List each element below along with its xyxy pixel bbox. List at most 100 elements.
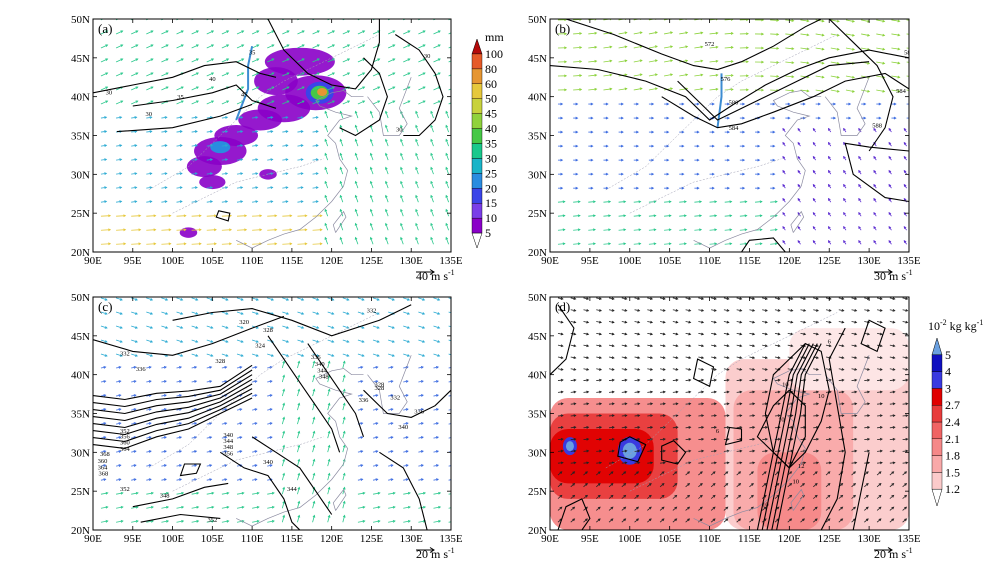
wind-vector (724, 88, 733, 91)
wind-vector-head (225, 200, 229, 204)
wind-vector (221, 172, 228, 175)
wind-vector-head (289, 228, 293, 232)
wind-vector-head (879, 320, 883, 324)
wind-vector (191, 116, 198, 119)
wind-vector-head (586, 368, 590, 371)
wind-vector-head (675, 320, 679, 324)
wind-vector-head (789, 494, 793, 498)
wind-vector-head (377, 491, 381, 495)
wind-vector-head (650, 449, 654, 453)
wind-vector-head (803, 297, 807, 300)
wind-vector (739, 201, 747, 203)
wind-vector (312, 172, 319, 175)
wind-vector-head (713, 402, 717, 406)
wind-vector-head (119, 340, 123, 343)
wind-vector-head (696, 158, 700, 162)
wind-vector-head (651, 186, 655, 190)
wind-vector-head (286, 326, 290, 329)
wind-vector-head (611, 449, 615, 453)
wind-vector-head (636, 158, 640, 162)
wind-vector (146, 44, 154, 49)
wind-vector-head (135, 44, 139, 47)
wind-vector (100, 243, 111, 245)
wind-vector-head (787, 116, 791, 120)
contour-label: 356 (223, 450, 234, 457)
colorbar-cell (471, 173, 483, 189)
wind-vector-head (802, 506, 805, 510)
wind-vector-head (650, 368, 654, 371)
wind-vector-head (806, 33, 810, 37)
wind-vector-head (194, 186, 198, 190)
wind-vector-head (327, 430, 331, 434)
wind-vector-head (312, 458, 316, 462)
wind-vector-head (239, 422, 243, 425)
wind-vector-head (316, 312, 320, 315)
wind-vector (557, 229, 565, 231)
contour-line (379, 451, 428, 530)
wind-vector-head (384, 110, 388, 114)
wind-vector-head (150, 86, 154, 90)
wind-vector (355, 111, 359, 119)
contour-line (363, 389, 451, 418)
wind-vector-head (853, 471, 856, 474)
wind-vector (312, 158, 319, 161)
wind-vector (297, 375, 300, 383)
reference-vector-value: 30 (874, 269, 889, 283)
lon-tick-label: 95E (581, 533, 599, 545)
wind-vector (785, 75, 794, 78)
wind-vector (221, 44, 229, 49)
wind-vector-head (575, 116, 579, 120)
wind-vector (206, 186, 213, 189)
wind-vector-head (384, 194, 388, 198)
wind-vector (324, 209, 329, 217)
wind-vector (342, 325, 349, 329)
wind-vector (388, 520, 396, 523)
wind-vector-head (163, 380, 167, 383)
wind-vector-head (597, 483, 601, 486)
wind-vector-head (422, 44, 426, 47)
wind-vector (770, 47, 779, 49)
wind-vector-head (605, 102, 609, 106)
wind-vector (709, 32, 718, 35)
wind-vector (116, 186, 122, 189)
lon-tick-label: 115E (738, 255, 761, 267)
wind-vector-head (726, 172, 730, 176)
wind-vector-head (239, 366, 243, 369)
wind-vector-head (430, 180, 433, 184)
wind-vector-head (802, 483, 805, 486)
wind-vector-head (782, 183, 786, 187)
wind-vector-head (661, 494, 665, 498)
wind-vector (445, 153, 449, 161)
wind-vector (400, 195, 404, 203)
wind-vector-head (300, 130, 304, 133)
wind-vector (161, 243, 171, 245)
wind-vector-head (812, 127, 816, 131)
wind-vector-head (763, 471, 767, 474)
wind-vector-head (711, 144, 715, 148)
wind-vector (327, 311, 334, 315)
wind-vector (251, 311, 259, 315)
wind-vector-head (164, 130, 168, 133)
wind-vector-head (451, 451, 453, 453)
wind-vector (267, 58, 274, 63)
wind-vector (146, 201, 152, 203)
wind-vector (694, 88, 703, 91)
wind-vector-head (827, 169, 831, 173)
wind-vector (324, 139, 329, 147)
wind-vector-head (560, 390, 564, 394)
wind-vector-head (301, 30, 305, 33)
wind-vector-head (420, 436, 424, 439)
wind-vector-head (422, 298, 426, 301)
lon-tick-label: 110E (698, 533, 721, 545)
wind-vector (906, 75, 909, 77)
colorbar-tick-label: 5 (945, 348, 951, 362)
wind-vector-head (390, 464, 394, 467)
wind-vector-head (888, 183, 892, 187)
wind-vector (709, 46, 718, 49)
wind-vector-head (764, 378, 769, 382)
wind-vector (206, 116, 213, 119)
contour-label: 340 (263, 459, 273, 466)
wind-vector-head (194, 422, 198, 425)
wind-vector (251, 30, 259, 35)
wind-vector-head (577, 200, 581, 204)
